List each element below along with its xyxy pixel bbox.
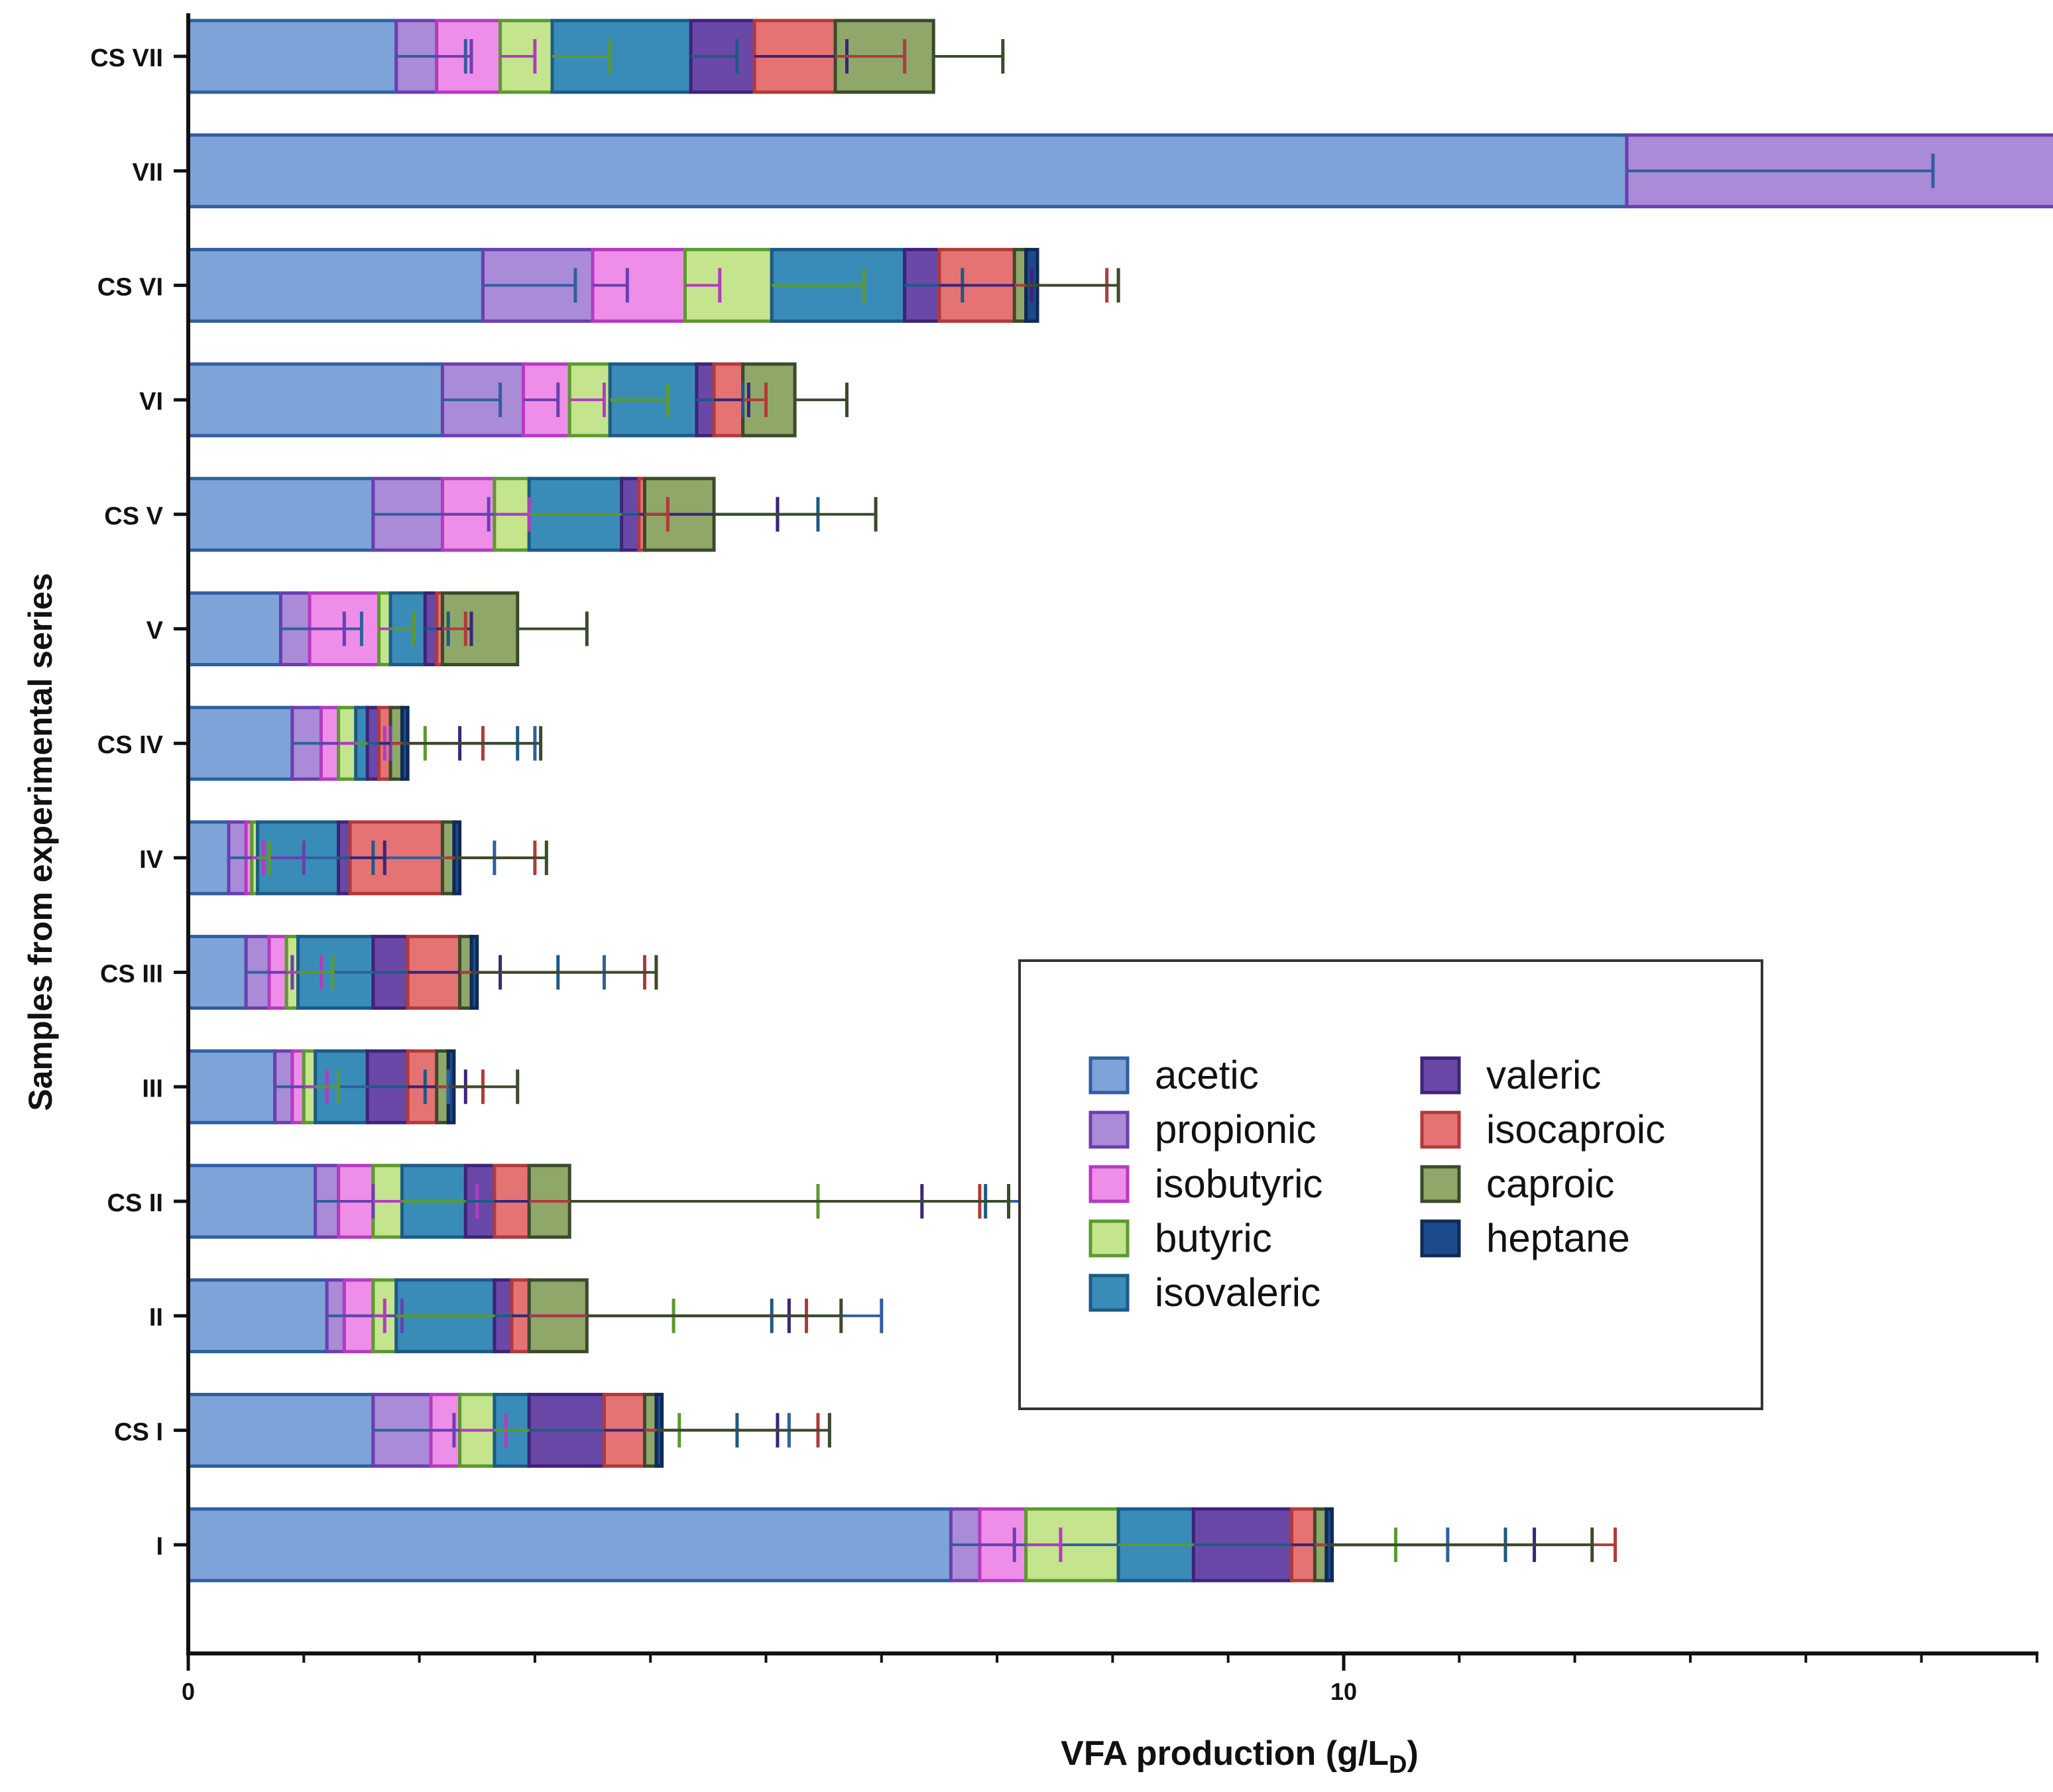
x-axis-title-subscript: D xyxy=(1389,1751,1407,1779)
legend-swatch-isovaleric xyxy=(1088,1274,1130,1312)
legend-label-acetic: acetic xyxy=(1155,1053,1259,1097)
legend-label-isocaproic: isocaproic xyxy=(1486,1107,1665,1152)
y-tick-label: CS VII xyxy=(90,44,163,72)
bar-segment-acetic xyxy=(186,1164,318,1239)
y-tick-label: I xyxy=(156,1533,163,1561)
legend-swatch-valeric xyxy=(1420,1056,1461,1095)
legend-swatch-propionic xyxy=(1088,1110,1130,1149)
x-axis-title: VFA production (g/LD) xyxy=(1061,1734,1419,1779)
bar-segment-acetic xyxy=(186,133,1629,209)
bar-segment-acetic xyxy=(186,1507,953,1583)
y-tick-label: CS II xyxy=(107,1189,163,1217)
bar-segment-acetic xyxy=(186,19,398,94)
x-tick-label: 10 xyxy=(1330,1678,1357,1705)
bar-segment-acetic xyxy=(186,820,231,896)
bar-segment-acetic xyxy=(186,477,375,552)
legend-label-isobutyric: isobutyric xyxy=(1155,1162,1322,1206)
y-tick-label: IV xyxy=(139,846,164,874)
y-tick-label: II xyxy=(149,1304,163,1332)
x-tick-label: 0 xyxy=(182,1678,195,1705)
bar-segment-acetic xyxy=(186,591,282,666)
bar-segment-acetic xyxy=(186,362,444,438)
bar-segment-acetic xyxy=(186,247,485,323)
bar-segment-acetic xyxy=(186,1049,277,1124)
legend-swatch-heptane xyxy=(1420,1219,1461,1258)
y-tick-label: CS V xyxy=(104,503,163,530)
legend-swatch-isobutyric xyxy=(1088,1165,1130,1203)
y-tick-label: CS III xyxy=(100,961,163,988)
y-tick-label: VII xyxy=(133,159,163,187)
legend-label-butyric: butyric xyxy=(1155,1216,1272,1260)
y-axis-title: Samples from experimental series xyxy=(22,573,59,1111)
legend: acetic propionic isobutyric butyric isovaler… xyxy=(1018,959,1763,1410)
legend-label-propionic: propionic xyxy=(1155,1107,1317,1152)
legend-label-heptane: heptane xyxy=(1486,1216,1630,1260)
bar-segment-acetic xyxy=(186,705,294,781)
legend-label-valeric: valeric xyxy=(1486,1053,1601,1097)
legend-box xyxy=(1018,959,1763,1410)
legend-swatch-isocaproic xyxy=(1420,1110,1461,1149)
legend-label-caproic: caproic xyxy=(1486,1162,1614,1206)
y-tick-label: III xyxy=(142,1075,163,1103)
y-tick-label: CS I xyxy=(114,1418,163,1446)
y-tick-label: VI xyxy=(139,388,163,416)
legend-label-isovaleric: isovaleric xyxy=(1155,1270,1320,1315)
y-tick-label: V xyxy=(147,617,164,645)
bar-segment-acetic xyxy=(186,1278,329,1354)
legend-swatch-acetic xyxy=(1088,1056,1130,1095)
legend-swatch-butyric xyxy=(1088,1219,1130,1258)
legend-swatch-caproic xyxy=(1420,1165,1461,1203)
x-axis-title-close: ) xyxy=(1407,1734,1419,1773)
bar-segment-acetic xyxy=(186,1392,375,1468)
error-bars-layer xyxy=(229,39,1935,1563)
y-tick-label: CS IV xyxy=(97,731,164,759)
x-axis-title-main: VFA production (g/L xyxy=(1061,1734,1389,1773)
y-tick-label: CS VI xyxy=(97,273,163,301)
bar-segment-acetic xyxy=(186,935,248,1010)
